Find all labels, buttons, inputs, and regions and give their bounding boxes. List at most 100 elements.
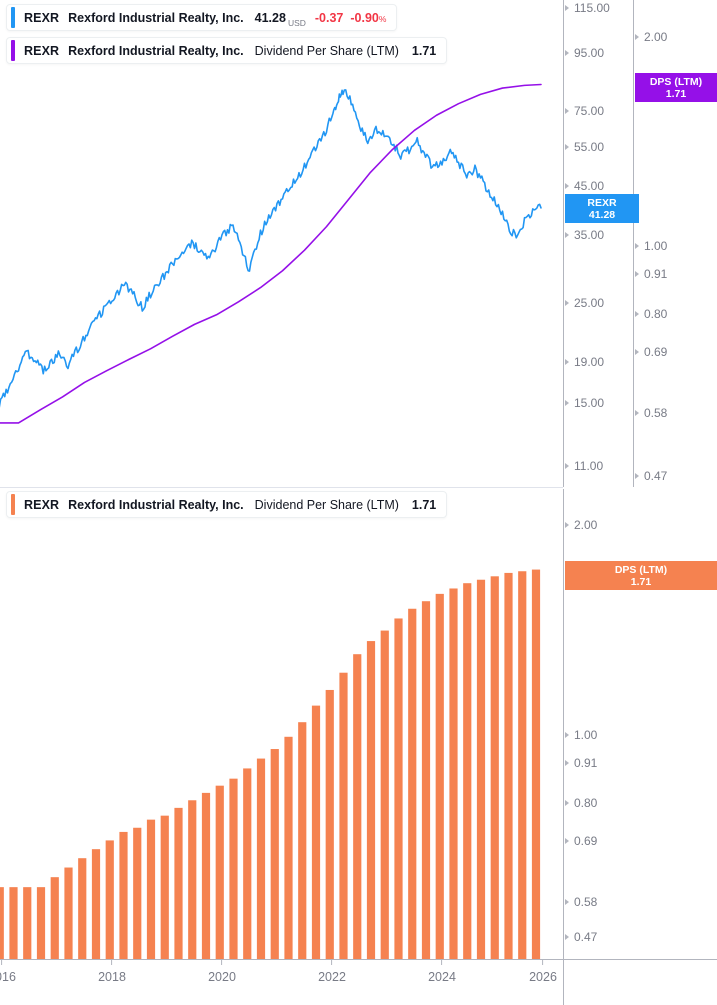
series-color-swatch-dividend-bars <box>11 494 15 515</box>
price-axis-tick: 25.00 <box>564 296 604 310</box>
dividend-axis-bottom-tick: 0.58 <box>564 895 597 909</box>
price-axis-tick-label: 45.00 <box>574 179 605 193</box>
legend-change-absolute: -0.37 <box>314 10 344 25</box>
time-axis-tick-label: 2026 <box>529 970 557 984</box>
dividend-axis-top-tick: 0.91 <box>634 267 667 281</box>
dividend-bar <box>23 887 32 959</box>
tick-mark-icon <box>565 359 569 365</box>
tick-mark-icon <box>331 960 333 965</box>
tick-mark-icon <box>565 232 569 238</box>
price-axis-tick-label: 35.00 <box>574 228 605 242</box>
tick-mark-icon <box>111 960 113 965</box>
dividend-bars-svg <box>0 569 541 959</box>
dividend-bar <box>408 608 417 959</box>
dividend-chart-panel[interactable] <box>0 489 563 959</box>
dividend-bar <box>91 849 101 959</box>
dividend-bar <box>36 887 46 959</box>
tick-mark-icon <box>565 760 569 766</box>
tick-mark-icon <box>542 960 544 965</box>
price-value-badge: REXR 41.28 <box>565 194 639 223</box>
dividend-bar <box>9 887 18 959</box>
tick-mark-icon <box>635 271 639 277</box>
tick-mark-icon <box>565 300 569 306</box>
panel-divider <box>0 487 563 488</box>
dividend-axis-bottom-tick-label: 0.47 <box>574 930 598 944</box>
dividend-axis-top-tick-label: 0.47 <box>644 469 668 483</box>
dividend-bar <box>353 654 362 959</box>
tick-mark-icon <box>565 838 569 844</box>
time-axis-separator <box>563 959 564 1005</box>
legend-last-price: 41.28 <box>254 10 286 25</box>
dividend-axis-bottom-tick-label: 0.69 <box>574 834 598 848</box>
time-axis-tick-label: 2016 <box>0 970 16 984</box>
dividend-bar <box>490 576 499 959</box>
legend-price-series[interactable]: REXR Rexford Industrial Realty, Inc. 41.… <box>6 4 398 31</box>
time-axis-tick: 2022 <box>318 960 346 984</box>
price-axis-tick: 15.00 <box>564 396 604 410</box>
tick-mark-icon <box>565 400 569 406</box>
tick-mark-icon <box>635 349 639 355</box>
dividend-bar <box>215 785 224 959</box>
dividend-bar <box>463 583 472 959</box>
dividend-plot-area[interactable] <box>0 489 563 959</box>
dividend-bar <box>243 768 252 959</box>
dividend-bar <box>160 815 169 959</box>
dividend-bar <box>504 572 513 959</box>
price-axis-tick-label: 95.00 <box>574 46 605 60</box>
legend-company-name: Rexford Industrial Realty, Inc. <box>68 497 244 512</box>
price-plot-area[interactable] <box>0 0 563 487</box>
dividend-axis-bottom-tick-label: 2.00 <box>574 518 598 532</box>
dividend-axis-bottom[interactable]: 2.00 1.00 0.91 0.80 0.69 0.58 0.47 <box>563 489 717 959</box>
dividend-bar <box>366 641 376 959</box>
legend-metric-value: 1.71 <box>411 43 437 58</box>
dividend-axis-top-tick-label: 0.69 <box>644 345 668 359</box>
legend-dividend-series-top[interactable]: REXR Rexford Industrial Realty, Inc. Div… <box>6 37 448 64</box>
tick-mark-icon <box>635 243 639 249</box>
price-axis-tick-label: 25.00 <box>574 296 605 310</box>
badge-ticker: REXR <box>587 196 617 209</box>
dividend-bar <box>435 593 444 959</box>
dividend-bar <box>64 867 73 959</box>
dividend-bar <box>531 569 541 959</box>
price-chart-panel[interactable] <box>0 0 563 487</box>
dividend-bars <box>0 569 541 959</box>
dividend-axis-top-tick-label: 2.00 <box>644 30 668 44</box>
dividend-axis-top[interactable]: 2.00 1.00 0.91 0.80 0.69 0.58 0.47 <box>633 0 717 487</box>
tick-mark-icon <box>635 34 639 40</box>
price-axis[interactable]: 115.00 95.00 75.00 55.00 45.00 35.00 25.00 19.0… <box>563 0 625 487</box>
dividend-bar <box>325 689 334 959</box>
dividend-value-badge-top: DPS (LTM) 1.71 <box>635 73 717 102</box>
legend-ticker: REXR <box>24 497 60 512</box>
dividend-axis-top-tick: 0.80 <box>634 307 667 321</box>
dividend-bar <box>50 877 59 959</box>
price-axis-tick-label: 75.00 <box>574 104 605 118</box>
legend-company-name: Rexford Industrial Realty, Inc. <box>68 43 244 58</box>
dividend-bar <box>119 831 128 959</box>
tick-mark-icon <box>565 463 569 469</box>
dividend-bar <box>105 840 114 959</box>
time-axis-tick: 2024 <box>428 960 456 984</box>
series-color-swatch-price <box>11 7 15 28</box>
time-axis-tick-label: 2024 <box>428 970 456 984</box>
tick-mark-icon <box>565 522 569 528</box>
legend-ticker: REXR <box>24 43 60 58</box>
tick-mark-icon <box>1 960 3 965</box>
price-chart-svg <box>0 83 542 424</box>
dividend-axis-top-tick: 0.47 <box>634 469 667 483</box>
dividend-bar <box>394 618 403 959</box>
time-axis-tick-label: 2018 <box>98 970 126 984</box>
dividend-bar <box>311 705 321 959</box>
tick-mark-icon <box>635 473 639 479</box>
dividend-axis-top-tick-label: 0.91 <box>644 267 668 281</box>
price-axis-tick-label: 115.00 <box>574 1 610 15</box>
price-axis-tick-label: 55.00 <box>574 140 605 154</box>
dividend-bar <box>284 736 293 959</box>
dividend-bar <box>188 800 197 959</box>
dividend-line <box>0 83 542 424</box>
time-axis-tick: 2020 <box>208 960 236 984</box>
dividend-bar <box>270 749 279 959</box>
price-axis-tick: 19.00 <box>564 355 604 369</box>
legend-dividend-series-bottom[interactable]: REXR Rexford Industrial Realty, Inc. Div… <box>6 491 448 518</box>
dividend-bar <box>339 672 348 959</box>
time-axis[interactable]: 2016 2018 2020 2022 2024 2026 <box>0 959 717 1005</box>
